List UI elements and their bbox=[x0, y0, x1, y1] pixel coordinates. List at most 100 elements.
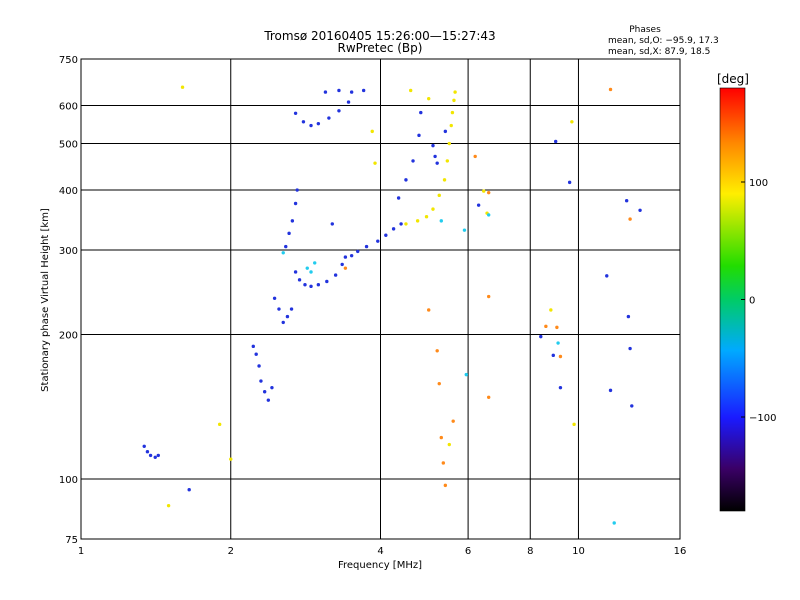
data-point bbox=[340, 262, 344, 267]
data-point bbox=[376, 239, 380, 243]
data-point bbox=[439, 435, 443, 440]
data-point bbox=[435, 349, 439, 353]
data-point bbox=[251, 344, 255, 349]
data-point bbox=[180, 85, 185, 89]
data-point bbox=[567, 180, 572, 185]
data-point bbox=[431, 207, 435, 211]
data-point bbox=[447, 141, 451, 146]
data-point bbox=[605, 274, 609, 278]
data-point bbox=[558, 385, 563, 390]
data-point bbox=[373, 161, 377, 165]
data-point bbox=[325, 279, 329, 284]
data-point bbox=[408, 88, 413, 93]
data-point bbox=[293, 270, 298, 274]
data-point bbox=[293, 201, 298, 206]
y-axis-label: Stationary phase Virtual Height [km] bbox=[40, 208, 51, 392]
data-point bbox=[628, 346, 632, 351]
chart-title-line2: RwPretec (Bp) bbox=[338, 41, 423, 55]
data-point bbox=[486, 395, 491, 400]
data-point bbox=[572, 422, 576, 427]
y-tick-label: 200 bbox=[59, 331, 78, 342]
y-tick-label: 500 bbox=[59, 140, 78, 151]
data-point bbox=[435, 161, 439, 165]
data-point bbox=[266, 398, 271, 402]
data-point bbox=[303, 283, 307, 287]
data-point bbox=[439, 219, 443, 223]
data-point bbox=[391, 227, 396, 231]
data-point bbox=[437, 193, 441, 198]
y-tick-label: 400 bbox=[59, 186, 78, 197]
stats-heading: Phases bbox=[629, 25, 661, 35]
data-point bbox=[346, 100, 351, 104]
data-point bbox=[156, 453, 160, 458]
x-tick-label: 1 bbox=[78, 546, 84, 557]
data-point bbox=[608, 87, 613, 92]
data-point bbox=[153, 455, 157, 459]
data-point bbox=[630, 404, 634, 408]
y-tick-label: 75 bbox=[65, 535, 78, 546]
data-point bbox=[364, 244, 369, 249]
data-point bbox=[445, 159, 450, 163]
data-point bbox=[404, 222, 408, 226]
data-point bbox=[449, 123, 453, 128]
data-point bbox=[464, 372, 468, 377]
data-point bbox=[411, 159, 415, 163]
data-point bbox=[415, 219, 420, 223]
colorbar-tick-label: 100 bbox=[749, 178, 768, 189]
colorbar-tick-label: −100 bbox=[749, 413, 776, 424]
data-point bbox=[443, 129, 448, 134]
data-point bbox=[349, 253, 354, 258]
data-point bbox=[281, 251, 285, 255]
data-point bbox=[281, 320, 285, 325]
data-point bbox=[142, 444, 146, 449]
data-point bbox=[316, 283, 321, 287]
data-point bbox=[337, 109, 341, 113]
data-point bbox=[330, 222, 334, 226]
data-point bbox=[570, 120, 574, 124]
data-point bbox=[148, 453, 153, 458]
data-point bbox=[486, 294, 491, 299]
data-point bbox=[361, 88, 366, 93]
chart-title-line1: Tromsø 20160405 15:26:00—15:27:43 bbox=[263, 29, 495, 43]
data-point bbox=[462, 228, 467, 232]
data-point bbox=[313, 261, 317, 265]
data-point bbox=[450, 110, 455, 115]
data-point bbox=[482, 189, 486, 193]
data-point bbox=[553, 139, 558, 144]
data-point bbox=[356, 249, 360, 254]
data-point bbox=[309, 123, 313, 128]
data-point bbox=[297, 278, 302, 282]
data-point bbox=[486, 190, 491, 195]
data-point bbox=[272, 296, 277, 300]
x-tick-label: 8 bbox=[527, 546, 533, 557]
data-point bbox=[442, 178, 447, 182]
x-tick-label: 6 bbox=[465, 546, 471, 557]
data-point bbox=[443, 483, 448, 488]
data-point bbox=[309, 270, 313, 274]
data-point bbox=[549, 308, 553, 312]
data-point bbox=[419, 110, 423, 115]
data-point bbox=[453, 90, 457, 94]
data-point bbox=[417, 133, 421, 138]
data-point bbox=[309, 284, 313, 289]
data-point bbox=[217, 422, 222, 427]
data-point bbox=[431, 143, 435, 148]
data-point bbox=[333, 273, 338, 277]
data-point bbox=[295, 188, 299, 192]
x-axis-ticks: 1 2 4 6 8 10 16 bbox=[78, 546, 687, 557]
y-tick-label: 750 bbox=[59, 55, 78, 66]
data-point bbox=[293, 111, 298, 116]
x-tick-label: 10 bbox=[572, 546, 585, 557]
data-point bbox=[277, 307, 281, 311]
data-point bbox=[628, 217, 632, 221]
data-point bbox=[433, 154, 437, 159]
colorbar-ticks: 100 0 −100 bbox=[741, 178, 776, 424]
data-point bbox=[638, 208, 642, 212]
colorbar-label: [deg] bbox=[717, 72, 749, 86]
x-tick-label: 4 bbox=[377, 546, 383, 557]
data-point bbox=[284, 244, 288, 249]
data-point bbox=[399, 222, 403, 226]
stats-line-o: mean, sd,O: −95.9, 17.3 bbox=[608, 36, 719, 46]
data-point bbox=[476, 203, 481, 207]
data-point bbox=[539, 334, 543, 339]
